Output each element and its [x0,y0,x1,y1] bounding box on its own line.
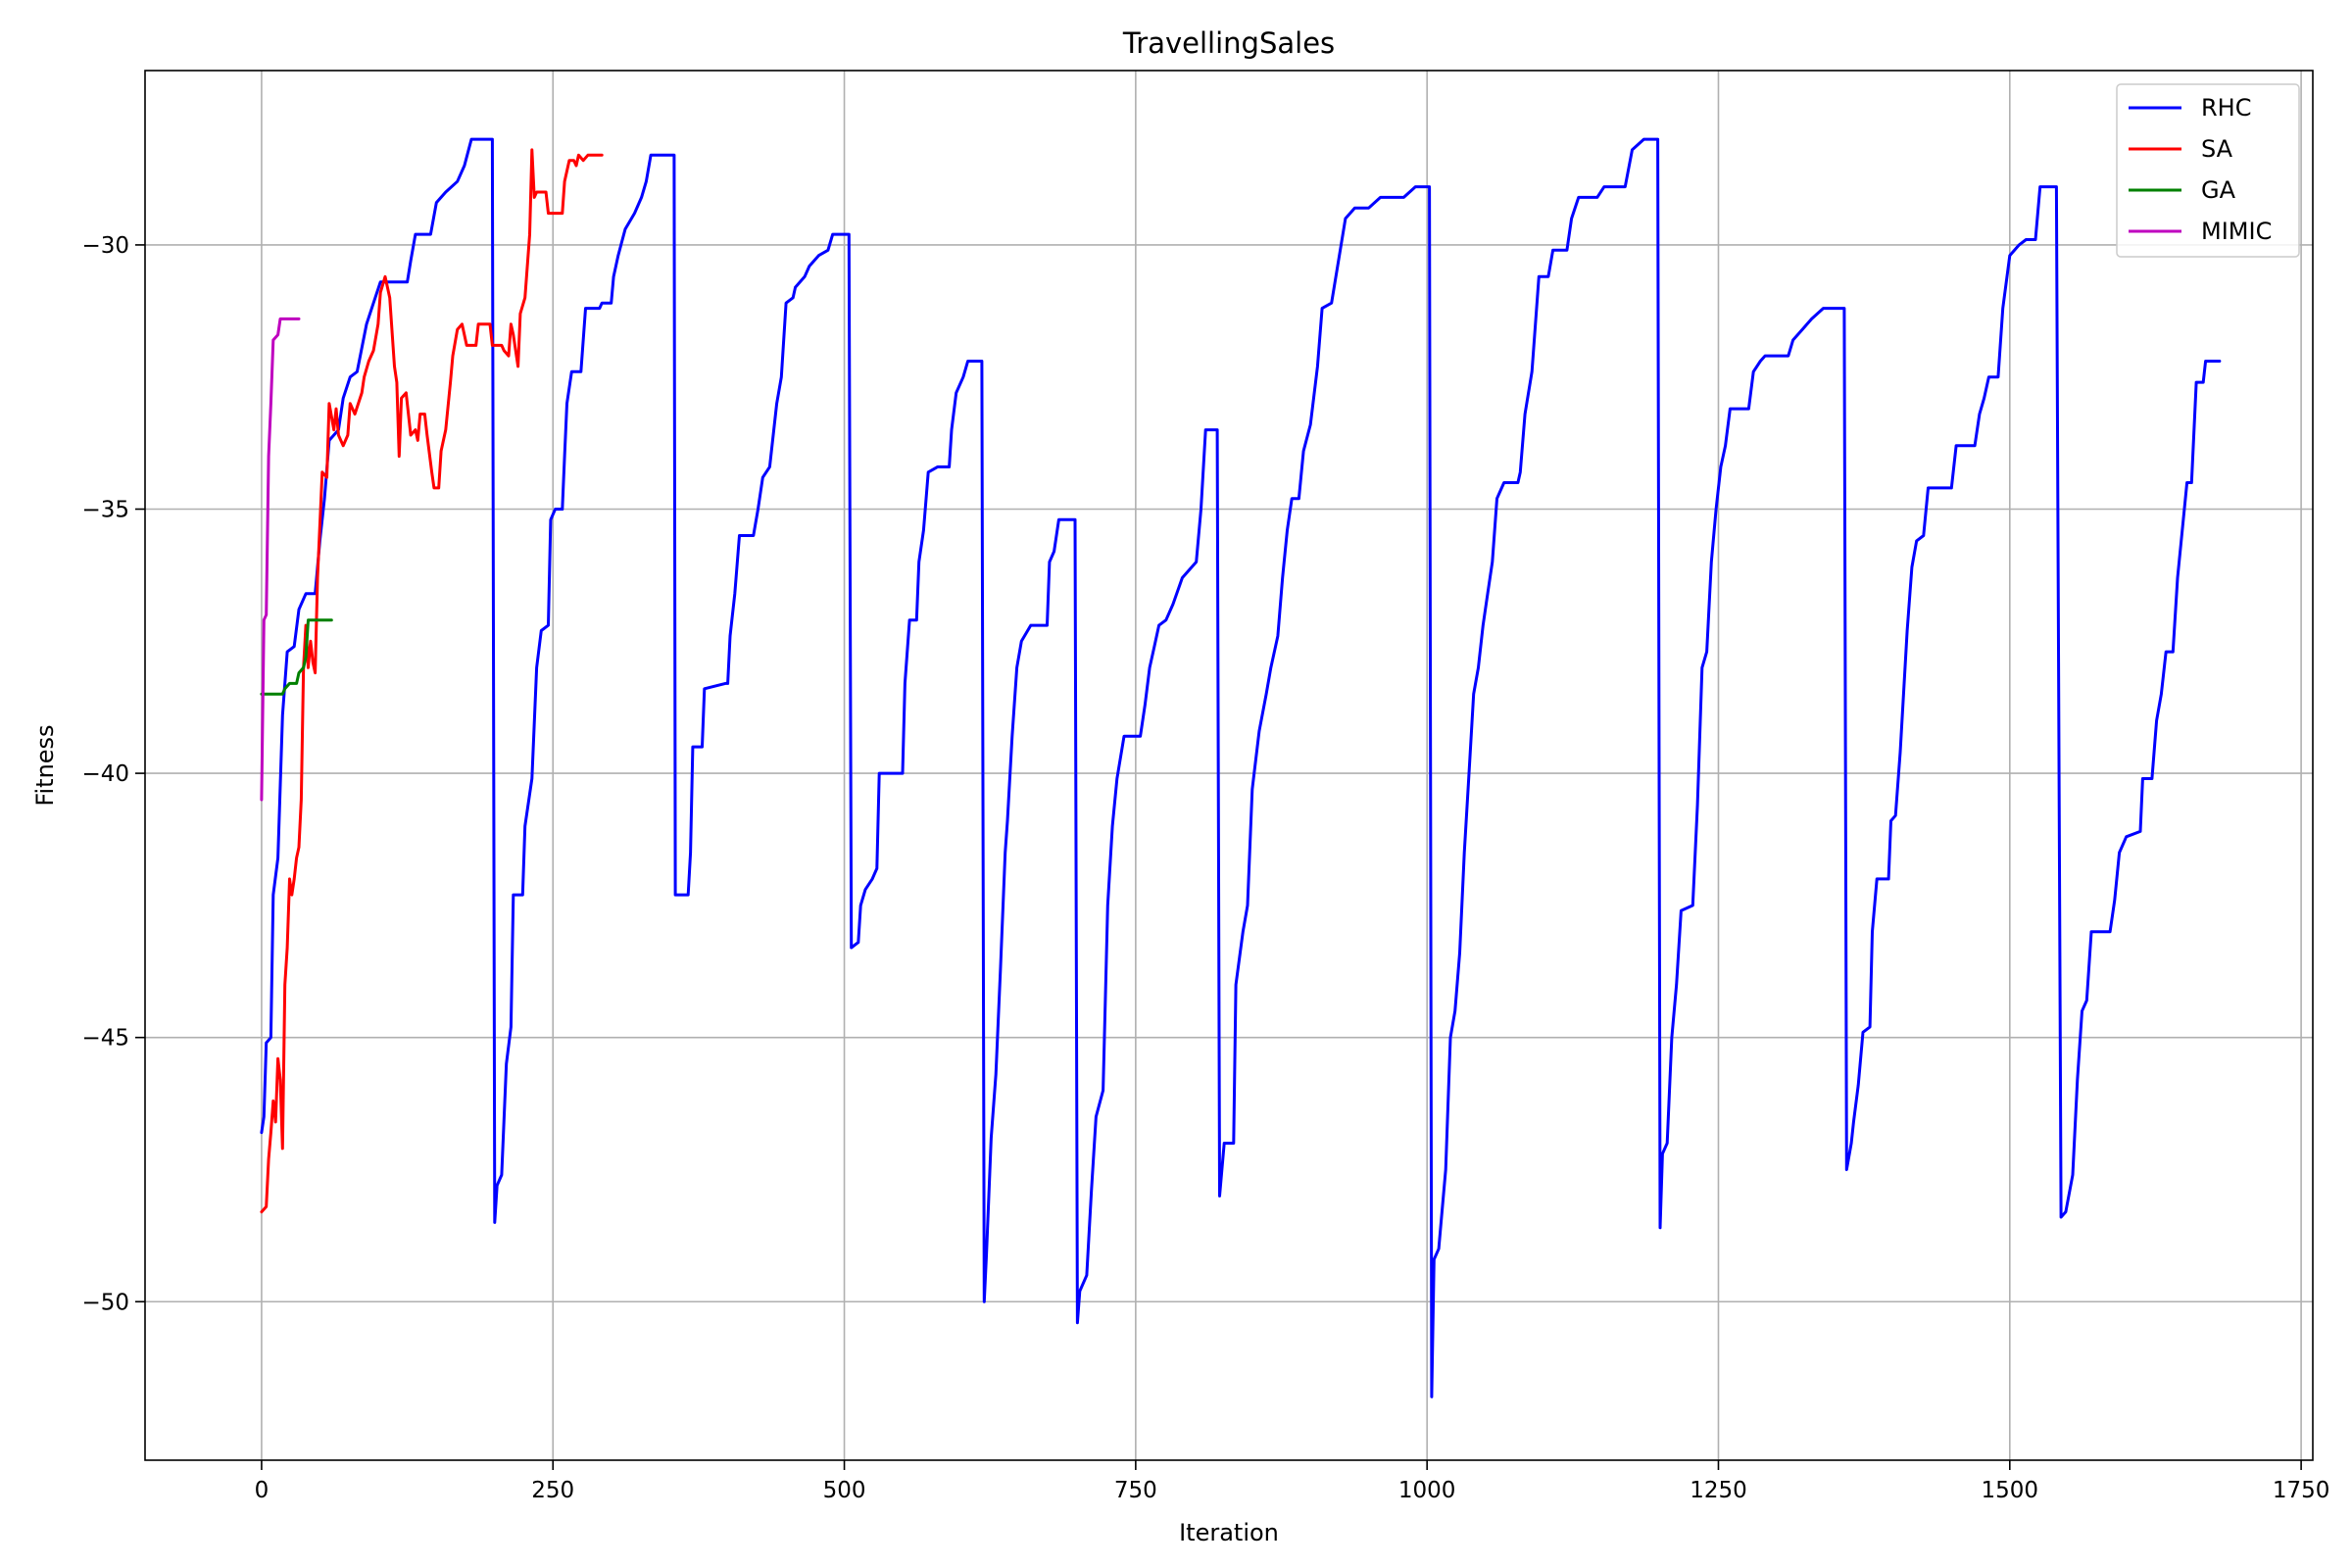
series-line-mimic [260,317,301,802]
x-tick-label: 1500 [1982,1478,2039,1503]
legend-box [2116,83,2300,258]
y-tick-label: −35 [81,498,129,523]
legend-label-sa: SA [2201,135,2233,163]
y-axis-label: Fitness [31,724,59,806]
series-layer [260,137,2222,1398]
x-tick-label: 500 [823,1478,866,1503]
series-line-sa [260,148,604,1214]
x-tick-label: 0 [255,1478,270,1503]
y-tick-label: −40 [81,761,129,787]
x-tick-label: 1000 [1398,1478,1456,1503]
series-line-ga [260,618,333,696]
tick-layer: 0 250 500 750 1000 1250 1500 1750 −50 −45 −40 −35 −3… [81,233,2329,1503]
legend: RHC SA GA MIMIC [2116,83,2300,258]
plot-frame [144,70,2314,1461]
chart-title: TravellingSales [1122,26,1335,60]
x-tick-label: 750 [1114,1478,1157,1503]
x-tick-label: 250 [531,1478,574,1503]
x-tick-label: 1250 [1690,1478,1747,1503]
legend-label-rhc: RHC [2201,94,2251,122]
legend-label-mimic: MIMIC [2201,218,2272,245]
x-axis-label: Iteration [1179,1519,1279,1546]
series-line-rhc [260,137,2222,1398]
y-tick-label: −45 [81,1026,129,1052]
y-tick-label: −50 [81,1290,129,1315]
y-tick-label: −30 [81,233,129,259]
grid-layer [145,71,2313,1460]
x-tick-label: 1750 [2273,1478,2330,1503]
legend-label-ga: GA [2201,176,2236,204]
